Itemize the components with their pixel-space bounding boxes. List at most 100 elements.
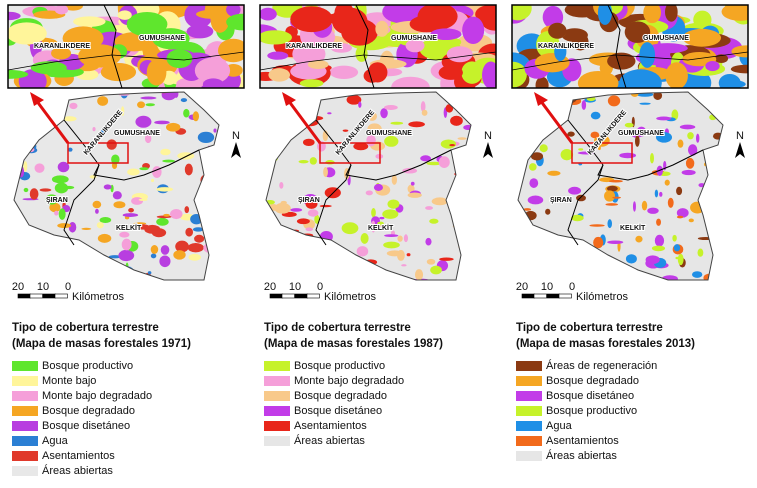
cover-patch bbox=[272, 153, 279, 162]
cover-patch bbox=[126, 11, 168, 37]
cover-patch bbox=[438, 65, 463, 80]
cover-patch bbox=[547, 170, 561, 176]
cover-patch bbox=[117, 10, 132, 20]
legend-label: Asentamientos bbox=[546, 435, 619, 447]
cover-patch bbox=[438, 156, 450, 169]
scale-label: 0 bbox=[317, 281, 323, 293]
cover-patch bbox=[267, 51, 289, 60]
cover-patch bbox=[291, 236, 307, 239]
cover-patch bbox=[439, 257, 454, 261]
cover-patch bbox=[185, 227, 194, 237]
cover-patch bbox=[522, 229, 533, 233]
map-outline bbox=[265, 91, 472, 281]
legend-swatch bbox=[516, 361, 542, 371]
legend-label: Bosque degradado bbox=[546, 375, 639, 387]
cover-patch bbox=[226, 5, 241, 17]
cover-patch bbox=[518, 273, 521, 278]
scale-bar bbox=[546, 293, 560, 299]
legend-label: Áreas abiertas bbox=[294, 434, 365, 447]
cover-patch bbox=[690, 201, 705, 214]
cover-patch bbox=[647, 207, 659, 214]
scale-unit: Kilómetros bbox=[324, 291, 376, 303]
inset-label: KARANLIKDERE bbox=[538, 43, 594, 50]
cover-patch bbox=[548, 22, 567, 39]
cover-patch bbox=[54, 182, 69, 194]
cover-patch bbox=[429, 218, 439, 224]
cover-patch bbox=[452, 223, 469, 229]
cover-patch bbox=[299, 79, 324, 88]
boundary bbox=[315, 119, 452, 181]
cover-patch bbox=[300, 249, 311, 253]
cover-patch bbox=[117, 265, 134, 277]
cover-patch bbox=[156, 217, 169, 226]
cover-patch bbox=[676, 186, 683, 196]
cover-patch bbox=[384, 135, 399, 147]
cover-patch bbox=[192, 111, 200, 122]
scale-bar bbox=[521, 293, 535, 299]
cover-patch bbox=[402, 167, 418, 174]
boundary bbox=[607, 5, 627, 88]
cover-patch bbox=[367, 111, 378, 121]
cover-patch bbox=[653, 92, 663, 100]
cover-patch bbox=[410, 181, 415, 186]
cover-patch bbox=[290, 6, 333, 33]
inset-label: GUMUSHANE bbox=[139, 35, 185, 42]
cover-patch bbox=[97, 96, 109, 106]
cover-patch bbox=[703, 273, 717, 280]
inset-label: KARANLIKDERE bbox=[34, 43, 90, 50]
cover-patch bbox=[561, 28, 588, 42]
legend-label: Agua bbox=[42, 435, 69, 447]
map-label: KELKİT bbox=[368, 224, 394, 232]
cover-patch bbox=[634, 271, 642, 280]
cover-patch bbox=[147, 271, 152, 275]
cover-patch bbox=[127, 168, 140, 176]
cover-patch bbox=[731, 45, 748, 58]
cover-patch bbox=[691, 271, 703, 278]
cover-patch bbox=[659, 191, 663, 197]
cover-patch bbox=[714, 54, 729, 64]
cover-patch bbox=[269, 253, 283, 261]
cover-patch bbox=[461, 61, 483, 84]
highlight-box bbox=[67, 142, 129, 164]
cover-patch bbox=[194, 57, 231, 84]
cover-patch bbox=[677, 139, 684, 148]
cover-patch bbox=[39, 188, 52, 192]
cover-patch bbox=[43, 257, 57, 262]
legend-swatch bbox=[12, 361, 38, 371]
boundary bbox=[63, 164, 100, 246]
boundary bbox=[260, 51, 496, 71]
cover-patch bbox=[383, 241, 400, 249]
cover-patch bbox=[409, 15, 444, 33]
cover-patch bbox=[449, 144, 456, 147]
cover-patch bbox=[314, 245, 325, 258]
cover-patch bbox=[208, 248, 219, 257]
cover-patch bbox=[606, 185, 618, 192]
cover-patch bbox=[577, 151, 595, 155]
cover-patch bbox=[23, 161, 28, 173]
cover-patch bbox=[440, 139, 457, 149]
legend-label: Bosque disetáneo bbox=[546, 390, 634, 402]
scale-bar bbox=[558, 293, 572, 299]
cover-patch bbox=[62, 26, 104, 51]
cover-patch bbox=[619, 152, 637, 159]
cover-patch bbox=[139, 167, 149, 171]
cover-patch bbox=[645, 255, 660, 265]
cover-patch bbox=[307, 60, 329, 69]
cover-patch bbox=[354, 259, 367, 270]
cover-patch bbox=[99, 216, 112, 224]
cover-patch bbox=[420, 101, 426, 113]
legend-label: Áreas abiertas bbox=[42, 464, 113, 477]
cover-patch bbox=[49, 202, 61, 213]
cover-patch bbox=[430, 28, 462, 41]
legend-title: (Mapa de masas forestales 1987) bbox=[264, 338, 443, 350]
cover-patch bbox=[594, 134, 610, 147]
cover-patch bbox=[161, 92, 177, 101]
cover-patch bbox=[387, 199, 400, 209]
cover-patch bbox=[160, 245, 170, 255]
cover-patch bbox=[146, 59, 167, 86]
cover-patch bbox=[52, 110, 61, 119]
cover-patch bbox=[156, 187, 174, 192]
cover-patch bbox=[445, 92, 460, 102]
cover-patch bbox=[571, 214, 584, 222]
